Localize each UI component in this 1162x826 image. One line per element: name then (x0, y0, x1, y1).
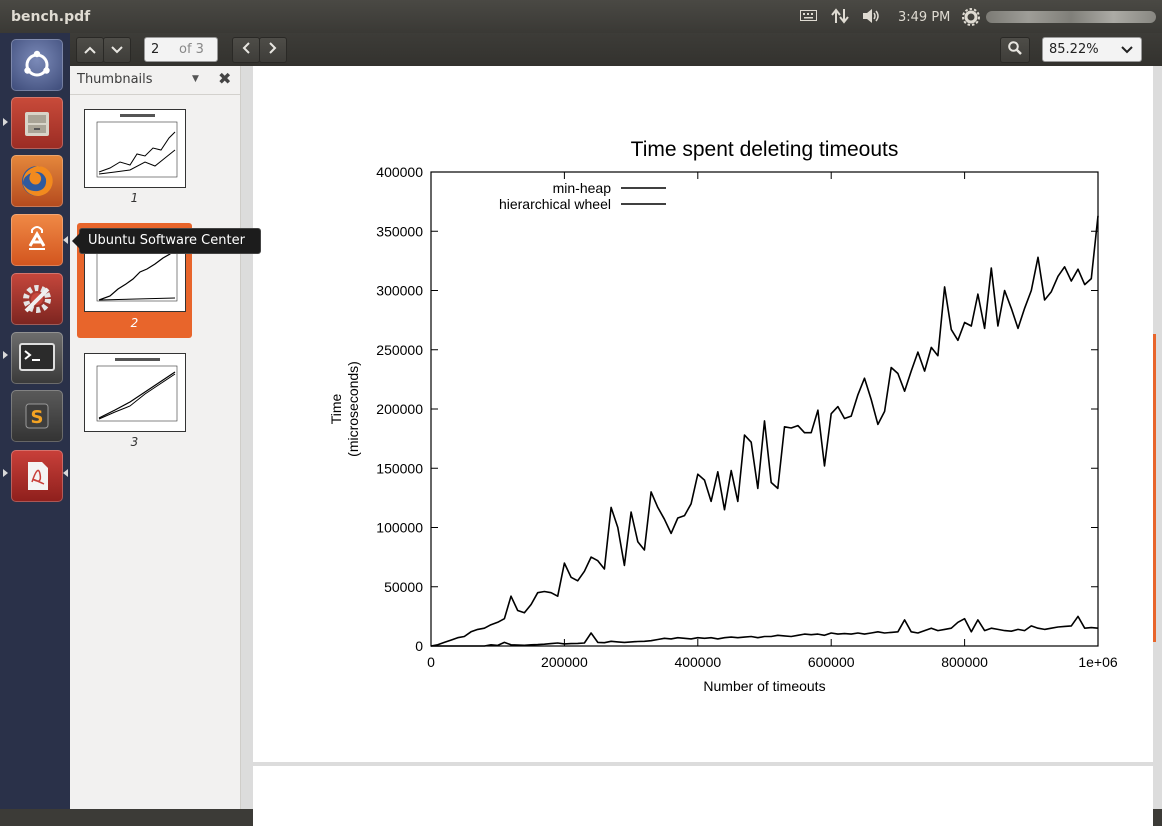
y-tick-label: 150000 (376, 460, 423, 476)
legend-label: hierarchical wheel (499, 196, 611, 212)
page-number-field[interactable]: 2 of 3 (144, 37, 218, 62)
wrench-gear-icon (11, 273, 63, 325)
series-line-1 (430, 215, 1099, 647)
pdf-page: Time spent deleting timeouts 0 50000 100000… (253, 66, 1153, 762)
next-page-button[interactable] (103, 37, 131, 63)
tooltip-text: Ubuntu Software Center (88, 233, 245, 248)
settings-gear-icon[interactable] (962, 8, 980, 30)
chart-svg: Time spent deleting timeouts 0 50000 100000… (328, 138, 1118, 694)
chevron-down-icon (1121, 40, 1133, 58)
history-back-button[interactable] (232, 37, 260, 63)
y-tick-label: 400000 (376, 164, 423, 180)
dash-home-button[interactable] (11, 39, 63, 91)
launcher-files[interactable] (11, 97, 63, 149)
launcher-ubuntu-software-center[interactable] (11, 214, 63, 266)
firefox-icon (11, 155, 63, 207)
close-icon[interactable]: ✖ (218, 69, 232, 88)
series-line-0 (431, 615, 1099, 647)
running-indicator (3, 469, 8, 477)
launcher-tooltip: Ubuntu Software Center (72, 228, 261, 254)
y-tick-label: 300000 (376, 283, 423, 299)
page-thumbnail-image (84, 109, 186, 188)
page-thumbnail-image (84, 353, 186, 432)
search-icon (1008, 41, 1022, 59)
y-axis-label: Time (328, 393, 344, 424)
thumbnail-label: 2 (130, 316, 139, 330)
launcher: S (0, 33, 71, 809)
svg-text:S: S (31, 407, 44, 428)
running-indicator (3, 351, 8, 359)
launcher-document-viewer[interactable] (11, 450, 63, 502)
previous-page-button[interactable] (76, 37, 104, 63)
x-axis-label: Number of timeouts (703, 678, 825, 694)
tooltip-arrow (72, 233, 80, 249)
thumbnail-sidebar: Thumbnails ▼ ✖ 1 2 3 (70, 66, 241, 809)
sidebar-header: Thumbnails ▼ ✖ (70, 66, 240, 95)
x-tick-label: 1e+06 (1078, 654, 1118, 670)
terminal-icon (11, 332, 63, 384)
ubuntu-logo-icon (11, 39, 63, 91)
thumbnail-label: 1 (130, 191, 139, 205)
chevron-up-icon (84, 43, 96, 58)
launcher-sublime-text[interactable]: S (11, 390, 63, 442)
zoom-select[interactable]: 85.22% (1042, 37, 1142, 62)
active-indicator (63, 469, 68, 477)
legend-label: min-heap (553, 180, 612, 196)
window-title: bench.pdf (11, 9, 91, 25)
chart-title: Time spent deleting timeouts (631, 138, 899, 161)
top-panel: bench.pdf 3:49 PM (0, 0, 1162, 33)
x-tick-label: 0 (427, 654, 435, 670)
blurred-user-name[interactable] (986, 11, 1156, 23)
launcher-firefox[interactable] (11, 155, 63, 207)
dropdown-arrow-icon[interactable]: ▼ (192, 74, 199, 84)
toolbar: 2 of 3 85.22% (70, 33, 1162, 67)
x-tick-label: 800000 (941, 654, 988, 670)
sublime-text-icon: S (11, 390, 63, 442)
sidebar-title[interactable]: Thumbnails (77, 72, 153, 87)
scrollbar-thumb[interactable] (1153, 334, 1156, 642)
pdf-page-next (253, 766, 1153, 826)
y-tick-label: 350000 (376, 223, 423, 239)
x-tick-label: 600000 (808, 654, 855, 670)
y-tick-label: 100000 (376, 520, 423, 536)
document-viewer-icon (11, 450, 63, 502)
active-indicator (63, 236, 68, 244)
zoom-value: 85.22% (1049, 42, 1099, 57)
x-tick-label: 200000 (541, 654, 588, 670)
thumbnail-page-3[interactable]: 3 (77, 348, 192, 458)
launcher-terminal[interactable] (11, 332, 63, 384)
y-axis-label-group: Time (microseconds) (328, 361, 361, 457)
chart: Time spent deleting timeouts 0 50000 100000… (253, 66, 1153, 766)
chevron-down-icon (111, 43, 123, 58)
clock[interactable]: 3:49 PM (898, 10, 951, 25)
network-icon[interactable] (831, 8, 849, 28)
y-tick-label: 50000 (384, 579, 423, 595)
file-cabinet-icon (11, 97, 63, 149)
y-tick-label: 250000 (376, 342, 423, 358)
launcher-system-settings[interactable] (11, 273, 63, 325)
y-tick-label: 0 (415, 638, 423, 654)
thumbnail-page-1[interactable]: 1 (77, 104, 192, 214)
page-number-input[interactable]: 2 (151, 42, 160, 57)
x-tick-label: 400000 (674, 654, 721, 670)
running-indicator (3, 118, 8, 126)
plot-frame (430, 171, 1099, 647)
shopping-bag-icon (11, 214, 63, 266)
search-button[interactable] (1000, 37, 1030, 63)
keyboard-icon[interactable] (800, 8, 817, 26)
thumbnail-label: 3 (130, 435, 139, 449)
y-tick-label: 200000 (376, 401, 423, 417)
document-view[interactable]: Time spent deleting timeouts 0 50000 100000… (241, 66, 1162, 826)
history-forward-button[interactable] (259, 37, 287, 63)
y-axis-label: (microseconds) (345, 361, 361, 457)
volume-icon[interactable] (862, 8, 882, 28)
chevron-right-icon (269, 42, 277, 58)
page-count-label: of 3 (179, 42, 204, 57)
chevron-left-icon (242, 42, 250, 58)
